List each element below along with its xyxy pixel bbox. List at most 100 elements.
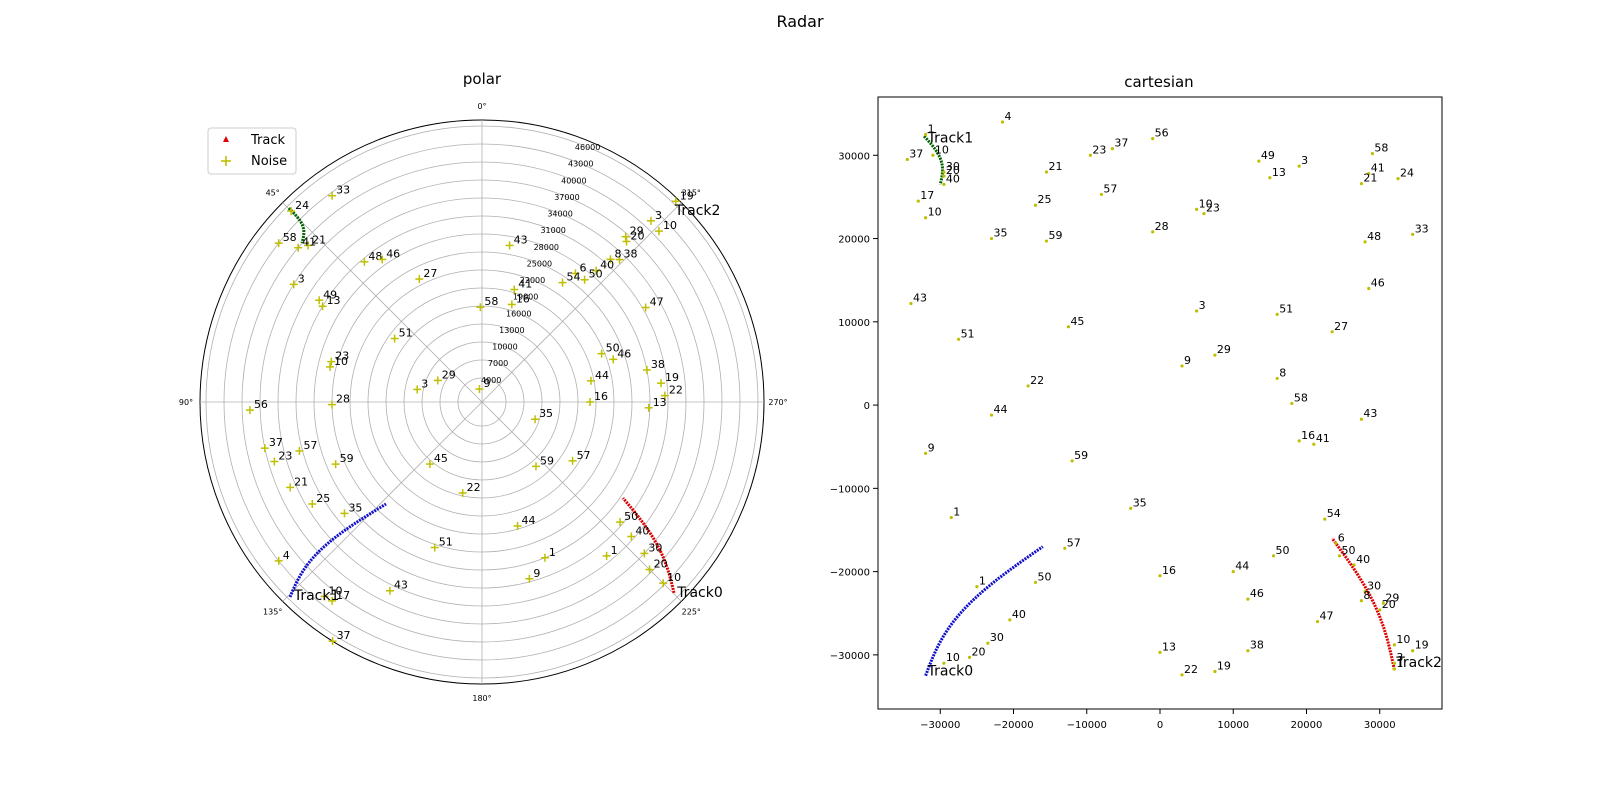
polar-noise-label: 1 (611, 544, 618, 557)
polar-noise-marker (270, 457, 279, 466)
cart-noise-marker (1392, 667, 1396, 671)
polar-noise-marker (586, 398, 594, 406)
cart-noise-label: 50 (1341, 544, 1355, 557)
polar-noise-marker (245, 406, 254, 415)
cart-noise-marker (949, 515, 953, 520)
cart-noise-label: 20 (946, 164, 960, 177)
cart-noise-marker (942, 174, 946, 178)
polar-noise-label: 51 (399, 327, 413, 340)
polar-r-tick-label: 31000 (540, 226, 565, 235)
cart-noise-label: 3 (1301, 154, 1308, 167)
polar-noise-label: 3 (655, 209, 662, 222)
cart-noise-label: 8 (1279, 366, 1286, 379)
polar-noise-label: 46 (386, 247, 400, 260)
cart-track-label: Track0 (927, 664, 974, 680)
polar-noise-marker (274, 556, 283, 565)
polar-noise-marker (510, 285, 519, 294)
cart-noise-label: 33 (1415, 222, 1429, 235)
polar-noise-marker (580, 275, 589, 284)
polar-noise-label: 45 (434, 452, 448, 465)
cart-noise-marker (1044, 239, 1049, 243)
polar-r-tick-label: 13000 (499, 326, 524, 335)
cart-noise-label: 43 (1363, 407, 1377, 420)
cart-noise-marker (1334, 541, 1338, 545)
cart-noise-label: 6 (1338, 531, 1345, 544)
cartesian-ticks: −30000 −20000 −10000 0 10000 20000 30000 −30000… (830, 151, 1396, 731)
cart-y-tick-label: 0 (864, 401, 870, 412)
polar-r-tick-label: 19000 (513, 293, 538, 302)
polar-angle-tick-label: 315° (682, 189, 701, 198)
cart-x-tick-label: 10000 (1217, 720, 1249, 731)
legend-track-label: Track (250, 133, 285, 148)
cart-noise-label: 58 (1294, 391, 1308, 404)
cart-noise-marker (1231, 570, 1235, 574)
polar-noise-label: 9 (483, 377, 490, 390)
cart-noise-label: 10 (1199, 197, 1213, 210)
cart-noise-label: 59 (1048, 229, 1062, 242)
polar-noise-marker (476, 303, 485, 312)
legend-noise-marker (221, 156, 231, 166)
polar-noise-label: 3 (298, 272, 305, 285)
cart-noise-marker (1099, 192, 1104, 197)
polar-noise-label: 51 (439, 536, 453, 549)
polar-noise-label: 43 (394, 579, 408, 592)
cart-noise-label: 40 (946, 172, 960, 185)
polar-noise-label: 48 (368, 250, 382, 263)
polar-noise-label: 20 (654, 558, 668, 571)
polar-track2-line (621, 497, 676, 594)
cart-noise-marker (1213, 353, 1217, 357)
polar-r-tick-label: 22000 (520, 276, 545, 285)
cart-noise-label: 17 (920, 189, 934, 202)
cart-noise-marker (1088, 153, 1093, 157)
polar-r-tick-label: 4000 (481, 376, 501, 385)
polar-noise-label: 58 (283, 231, 297, 244)
cart-noise-marker (1066, 325, 1071, 329)
cart-noise-label: 38 (1250, 639, 1264, 652)
polar-noise-marker (475, 385, 484, 394)
cart-noise-label: 58 (1374, 142, 1388, 155)
polar-noise-label: 23 (335, 350, 349, 363)
cart-noise-label: 9 (1184, 354, 1191, 367)
cart-noise-marker (1392, 643, 1396, 647)
cart-noise-label: 41 (1316, 432, 1330, 445)
polar-track0-line (288, 502, 387, 598)
cart-noise-marker (1213, 669, 1217, 674)
polar-noise-marker (606, 255, 615, 264)
polar-noise-marker (654, 227, 663, 236)
polar-grid-spoke (481, 202, 682, 403)
cart-noise-label: 51 (961, 327, 975, 340)
polar-r-tick-label: 28000 (534, 243, 559, 252)
cart-noise-marker (1180, 673, 1184, 677)
cart-noise-label: 49 (1261, 149, 1275, 162)
legend-noise-label: Noise (251, 154, 287, 169)
cart-noise-label: 13 (1272, 166, 1286, 179)
polar-angle-tick-label: 0° (477, 102, 486, 111)
cart-track-label: Track2 (1395, 655, 1442, 671)
polar-r-tick-label: 25000 (527, 259, 552, 268)
cart-noise-marker (1323, 517, 1327, 521)
cart-noise-label: 51 (1279, 302, 1293, 315)
cart-noise-marker (1367, 172, 1371, 176)
polar-noise-marker (340, 509, 349, 518)
cart-noise-marker (989, 236, 994, 241)
polar-noise-marker (260, 444, 269, 453)
polar-noise-label: 8 (614, 247, 621, 260)
polar-r-tick-label: 46000 (575, 143, 600, 152)
cart-noise-label: 16 (1301, 429, 1315, 442)
polar-noise-label: 49 (323, 288, 337, 301)
polar-noise-label: 59 (540, 454, 554, 467)
cart-noise-marker (1033, 203, 1038, 207)
polar-noise-marker (415, 275, 424, 284)
polar-noise-label: 10 (663, 219, 677, 232)
polar-noise-label: 28 (336, 393, 350, 406)
polar-track-label: Track1 (293, 588, 340, 604)
cart-noise-label: 40 (1012, 608, 1026, 621)
cart-y-tick-label: 30000 (838, 151, 870, 162)
cart-noise-label: 44 (994, 403, 1008, 416)
cart-noise-label: 40 (1356, 553, 1370, 566)
cart-noise-marker (1411, 232, 1415, 236)
polar-noise-marker (641, 303, 650, 312)
cart-noise-marker (905, 157, 909, 162)
cart-noise-label: 46 (1250, 587, 1264, 600)
